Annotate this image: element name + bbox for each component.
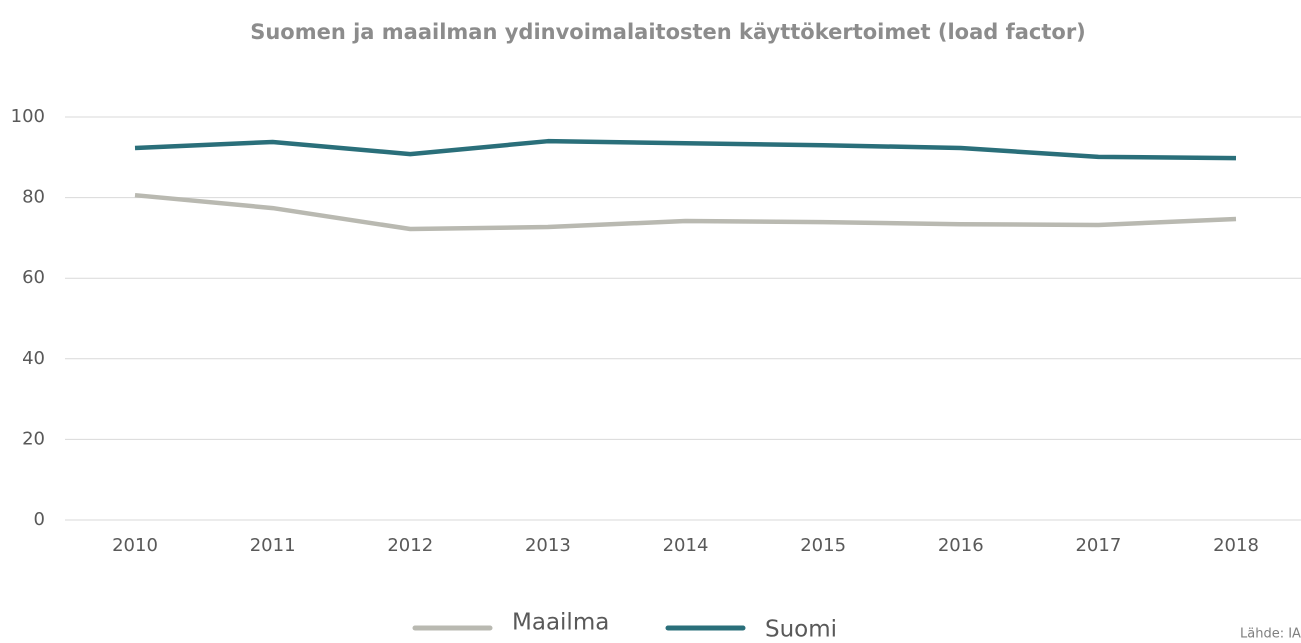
x-tick-label: 2013: [525, 535, 571, 556]
y-tick-label: 60: [22, 267, 45, 288]
y-tick-label: 40: [22, 348, 45, 369]
y-tick-label: 80: [22, 187, 45, 208]
x-tick-label: 2017: [1075, 535, 1121, 556]
data-line: [134, 192, 1237, 232]
y-tick-label: 100: [11, 106, 45, 127]
x-tick-label: 2018: [1213, 535, 1259, 556]
x-tick-label: 2011: [250, 535, 296, 556]
x-tick-label: 2012: [387, 535, 433, 556]
source-note: Lähde: IAEA: [1240, 627, 1301, 642]
legend-label: Maailma: [512, 610, 609, 636]
data-line: [134, 138, 1237, 161]
x-tick-label: 2010: [112, 535, 158, 556]
y-tick-label: 0: [34, 509, 45, 530]
x-tick-label: 2016: [938, 535, 984, 556]
y-tick-label: 20: [22, 428, 45, 449]
legend-label: Suomi: [765, 617, 837, 643]
x-tick-label: 2014: [663, 535, 709, 556]
x-tick-label: 2015: [800, 535, 846, 556]
chart-title: Suomen ja maailman ydinvoimalaitosten kä…: [250, 20, 1086, 44]
